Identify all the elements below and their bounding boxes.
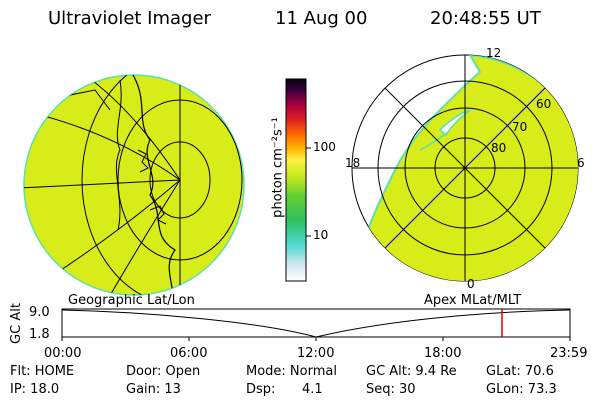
time-display: 20:48:55 UT <box>430 8 541 29</box>
altitude-ymax: 9.0 <box>29 305 50 320</box>
status-gc-alt: GC Alt: 9.4 Re <box>366 364 457 379</box>
mlt-label-12: 12 <box>486 46 502 60</box>
status-dsp-label: Dsp: <box>246 382 276 397</box>
mlt-label-18: 18 <box>345 156 361 170</box>
left-panel-label: Geographic Lat/Lon <box>68 293 195 308</box>
x-tick-1800: 18:00 <box>424 346 462 361</box>
colorbar-tick-100: 100 <box>313 140 336 154</box>
altitude-plot <box>61 308 571 341</box>
status-gain: Gain: 13 <box>126 382 181 397</box>
polar-image <box>351 54 579 282</box>
altitude-ymin: 1.8 <box>29 327 50 342</box>
mlt-label-6: 6 <box>577 156 585 170</box>
status-glat: GLat: 70.6 <box>486 364 554 379</box>
x-tick-0600: 06:00 <box>170 346 208 361</box>
altitude-ylabel: GC Alt <box>8 303 24 344</box>
status-dsp-value: 4.1 <box>302 382 323 397</box>
lat-label-70: 70 <box>512 120 528 134</box>
status-seq: Seq: 30 <box>366 382 416 397</box>
geographic-image <box>23 74 245 296</box>
lat-label-80: 80 <box>491 141 507 155</box>
status-mode: Mode: Normal <box>246 364 337 379</box>
right-panel-label: Apex MLat/MLT <box>424 293 522 308</box>
x-tick-1200: 12:00 <box>297 346 335 361</box>
app-title: Ultraviolet Imager <box>48 8 211 29</box>
x-tick-2359: 23:59 <box>550 346 588 361</box>
colorbar-unit-label: photon cm⁻²s⁻¹ <box>270 117 286 218</box>
status-ip: IP: 18.0 <box>10 382 60 397</box>
status-door: Door: Open <box>126 364 201 379</box>
mlt-label-0: 0 <box>467 277 475 291</box>
status-flt: Flt: HOME <box>10 364 75 379</box>
colorbar-tick-10: 10 <box>313 228 329 242</box>
lat-label-60: 60 <box>536 97 552 111</box>
x-tick-0000: 00:00 <box>44 346 82 361</box>
date-display: 11 Aug 00 <box>275 8 368 29</box>
status-glon: GLon: 73.3 <box>486 382 557 397</box>
colorbar <box>285 78 307 282</box>
